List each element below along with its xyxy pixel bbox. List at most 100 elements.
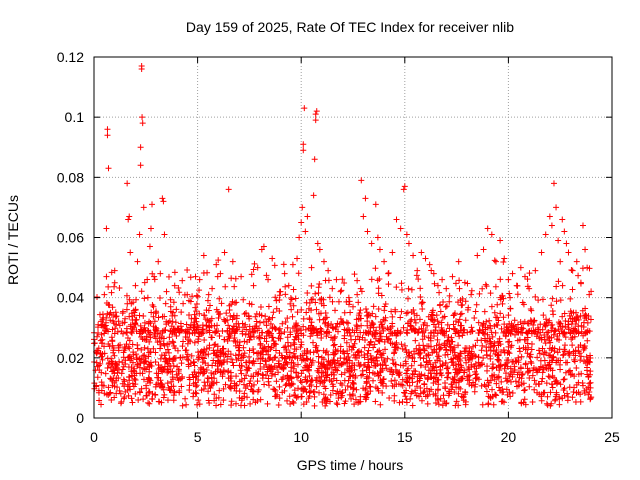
data-point	[512, 378, 519, 385]
data-point	[109, 304, 116, 311]
data-point	[410, 252, 417, 259]
data-point	[242, 321, 249, 328]
x-axis-label: GPS time / hours	[297, 457, 404, 473]
data-point	[468, 291, 475, 298]
data-point	[300, 141, 307, 148]
data-point	[111, 283, 118, 290]
data-point	[495, 342, 502, 349]
data-point	[557, 258, 564, 265]
data-point	[157, 270, 164, 277]
data-point	[561, 228, 568, 235]
data-point	[384, 355, 391, 362]
data-point	[434, 330, 441, 337]
data-point	[550, 180, 557, 187]
data-point	[198, 329, 205, 336]
data-point	[162, 300, 169, 307]
data-point	[323, 348, 330, 355]
data-point	[281, 328, 288, 335]
data-point	[243, 372, 250, 379]
data-point	[456, 316, 463, 323]
data-point	[391, 344, 398, 351]
data-point	[341, 332, 348, 339]
data-point	[570, 348, 577, 355]
data-point	[451, 344, 458, 351]
data-point	[385, 326, 392, 333]
data-point	[522, 336, 529, 343]
data-point	[332, 364, 339, 371]
data-point	[341, 309, 348, 316]
data-point	[541, 321, 548, 328]
data-point	[210, 350, 217, 357]
data-point	[152, 326, 159, 333]
data-point	[290, 350, 297, 357]
data-point	[518, 324, 525, 331]
data-point	[531, 317, 538, 324]
data-point	[513, 282, 520, 289]
data-point	[446, 298, 453, 305]
data-point	[165, 319, 172, 326]
data-point	[517, 329, 524, 336]
data-point	[460, 394, 467, 401]
data-point	[227, 382, 234, 389]
data-point	[383, 333, 390, 340]
data-point	[456, 366, 463, 373]
data-point	[561, 310, 568, 317]
data-point	[437, 308, 444, 315]
data-point	[328, 334, 335, 341]
data-point	[318, 369, 325, 376]
data-point	[331, 357, 338, 364]
data-point	[524, 350, 531, 357]
data-point	[569, 286, 576, 293]
data-point	[570, 309, 577, 316]
data-point	[489, 333, 496, 340]
data-point	[357, 307, 364, 314]
y-tick-label: 0	[76, 410, 84, 426]
data-point	[259, 375, 266, 382]
data-point	[424, 375, 431, 382]
data-point	[350, 380, 357, 387]
data-point	[379, 389, 386, 396]
data-point	[562, 359, 569, 366]
data-point	[360, 213, 367, 220]
data-point	[404, 379, 411, 386]
data-point	[217, 270, 224, 277]
data-point	[520, 380, 527, 387]
data-point	[222, 283, 229, 290]
data-point	[575, 379, 582, 386]
data-point	[380, 350, 387, 357]
data-point	[455, 258, 462, 265]
data-point	[180, 338, 187, 345]
data-point	[385, 270, 392, 277]
data-point	[393, 332, 400, 339]
data-point	[312, 344, 319, 351]
data-point	[132, 317, 139, 324]
data-point	[560, 352, 567, 359]
data-point	[553, 298, 560, 305]
data-point	[123, 341, 130, 348]
data-point	[221, 336, 228, 343]
data-point	[464, 352, 471, 359]
data-point	[500, 258, 507, 265]
data-point	[475, 354, 482, 361]
data-point	[304, 213, 311, 220]
data-point	[554, 336, 561, 343]
data-point	[436, 289, 443, 296]
data-point	[216, 333, 223, 340]
data-point	[254, 355, 261, 362]
data-point	[151, 318, 158, 325]
data-point	[487, 322, 494, 329]
data-point	[318, 334, 325, 341]
data-point	[389, 323, 396, 330]
data-point	[484, 377, 491, 384]
data-point	[525, 368, 532, 375]
data-point	[479, 342, 486, 349]
data-point	[466, 348, 473, 355]
data-point	[406, 382, 413, 389]
data-point	[489, 386, 496, 393]
data-point	[120, 395, 127, 402]
data-point	[354, 349, 361, 356]
data-point	[200, 252, 207, 259]
data-point	[157, 345, 164, 352]
data-point	[152, 392, 159, 399]
data-point	[290, 302, 297, 309]
